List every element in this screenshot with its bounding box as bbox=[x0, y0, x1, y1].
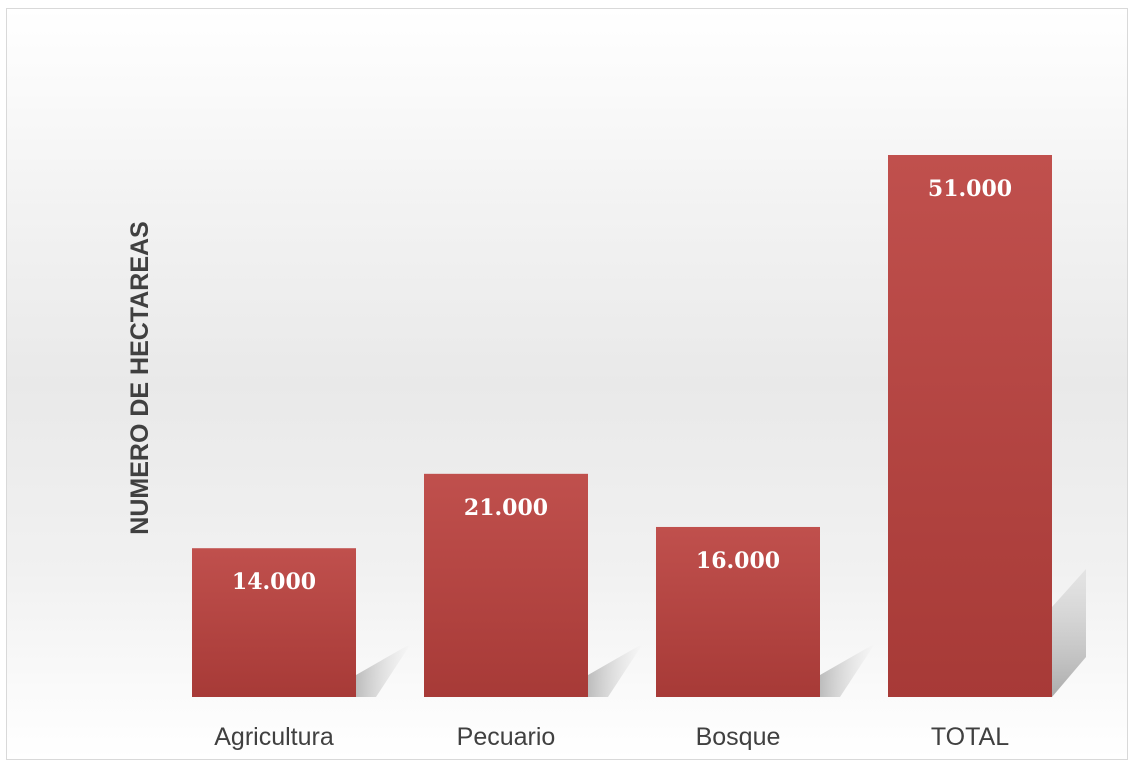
chart-area bbox=[6, 8, 1128, 760]
bar-pecuario bbox=[424, 473, 588, 697]
bar-shadow bbox=[356, 643, 411, 697]
bar-bosque bbox=[656, 526, 820, 697]
data-label: 21.000 bbox=[464, 495, 548, 521]
bar-total bbox=[888, 155, 1052, 697]
x-tick-label: Bosque bbox=[696, 723, 781, 751]
data-label: 51.000 bbox=[928, 176, 1012, 202]
bar-shadow bbox=[588, 643, 643, 697]
bar-agricultura bbox=[192, 548, 356, 697]
y-axis-title: NUMERO DE HECTAREAS bbox=[126, 221, 154, 534]
bar-shadow bbox=[1052, 569, 1086, 697]
bar-shadow bbox=[820, 643, 875, 697]
x-tick-label: Pecuario bbox=[457, 723, 556, 751]
x-tick-label: Agricultura bbox=[214, 723, 334, 751]
x-tick-label: TOTAL bbox=[931, 723, 1009, 751]
data-label: 16.000 bbox=[696, 548, 780, 574]
data-label: 14.000 bbox=[232, 569, 316, 595]
